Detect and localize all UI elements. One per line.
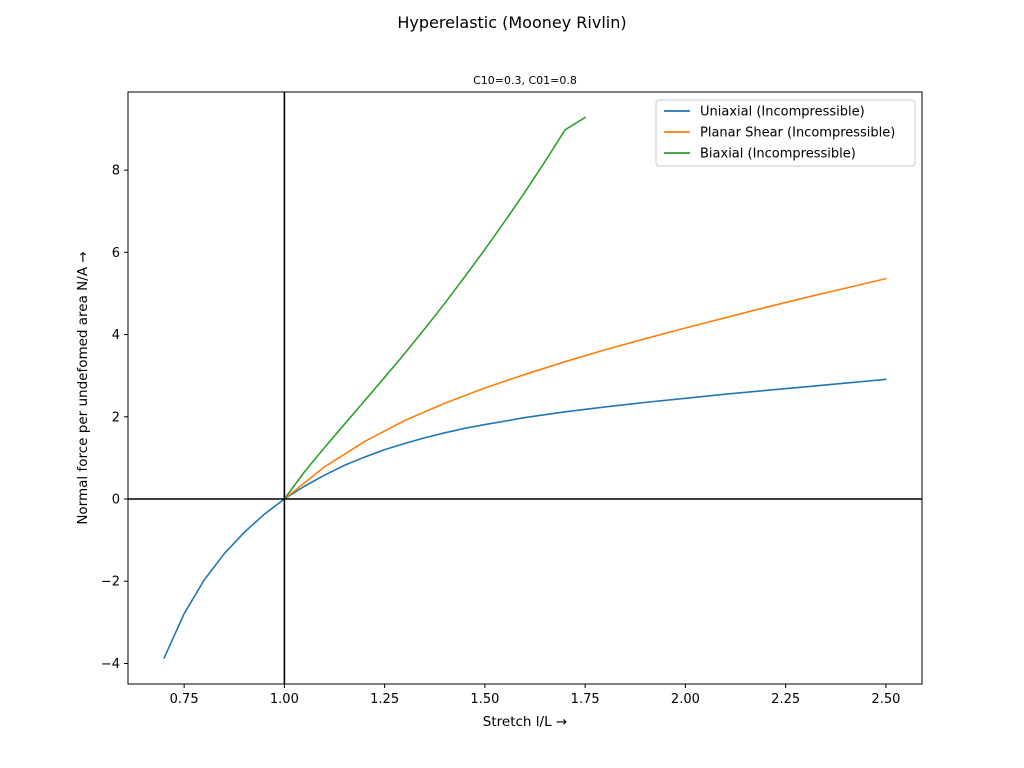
x-tick-label: 2.25	[771, 692, 800, 707]
x-tick-label: 0.75	[170, 692, 199, 707]
series-line-1	[163, 378, 887, 659]
axes-frame	[127, 91, 923, 685]
y-tick-label: 2	[112, 410, 120, 425]
y-tick-label: −2	[101, 575, 120, 590]
legend: Uniaxial (Incompressible) Planar Shear (I…	[655, 99, 916, 167]
x-tick-label: 1.25	[370, 692, 399, 707]
x-tick-label: 2.50	[871, 692, 900, 707]
legend-label: Planar Shear (Incompressible)	[700, 126, 895, 141]
y-tick-label: 0	[112, 493, 120, 508]
series-layer	[163, 116, 887, 659]
x-tick-label: 2.00	[671, 692, 700, 707]
y-axis-ticks: −4 −2 0 2 4 6 8	[101, 164, 128, 672]
x-axis-ticks: 0.75 1.00 1.25 1.50 1.75 2.00 2.25 2.50	[170, 684, 900, 707]
x-tick-label: 1.75	[571, 692, 600, 707]
y-tick-label: 4	[112, 328, 120, 343]
reference-lines	[128, 92, 922, 684]
y-tick-label: 8	[112, 164, 120, 179]
chart-suptitle: Hyperelastic (Mooney Rivlin)	[397, 13, 626, 32]
y-axis-label: Normal force per undefomed area N/A →	[75, 251, 91, 524]
legend-items: Uniaxial (Incompressible) Planar Shear (I…	[664, 105, 895, 162]
y-tick-label: 6	[112, 246, 120, 261]
series-line-2	[283, 277, 887, 500]
x-tick-label: 1.00	[270, 692, 299, 707]
y-tick-label: −4	[101, 657, 120, 672]
x-axis-label: Stretch l/L →	[483, 714, 567, 730]
legend-label: Uniaxial (Incompressible)	[700, 105, 865, 120]
legend-label: Biaxial (Incompressible)	[700, 147, 856, 162]
chart-title: C10=0.3, C01=0.8	[473, 74, 577, 87]
legend-box	[655, 99, 916, 167]
series-line-3	[283, 116, 586, 500]
x-tick-label: 1.50	[470, 692, 499, 707]
plot-area	[127, 91, 923, 685]
